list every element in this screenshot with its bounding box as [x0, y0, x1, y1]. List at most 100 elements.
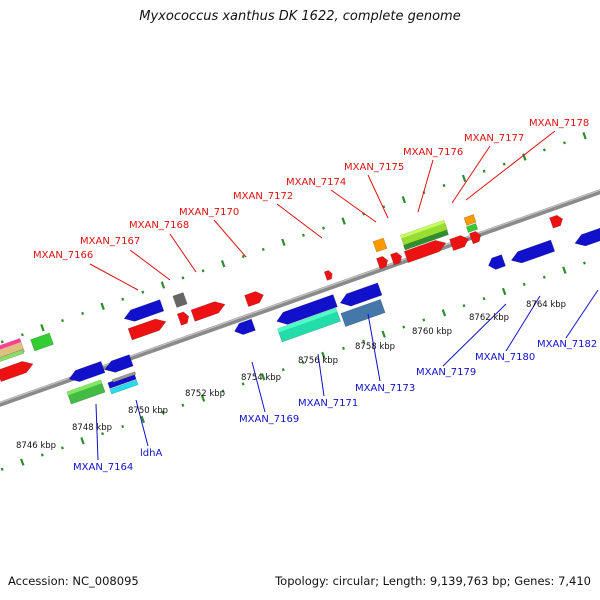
upper-tick [281, 238, 286, 247]
leader-line [135, 399, 149, 447]
upper-tick [40, 324, 45, 332]
accession-text: Accession: NC_008095 [8, 574, 139, 588]
gene-forward [0, 361, 34, 383]
lower-tick [20, 458, 25, 466]
upper-tick [502, 162, 506, 166]
lower-tick [501, 287, 507, 296]
gene-reverse [68, 360, 106, 382]
lower-tick [462, 304, 466, 308]
gene-label-forward: MXAN_7166 [33, 250, 93, 261]
gene-label-reverse: MXAN_7164 [73, 462, 133, 473]
gene-feature-stripe [0, 338, 25, 362]
gene-reverse [276, 294, 338, 325]
leader-line [213, 219, 247, 258]
gene-feature-lime [400, 219, 448, 247]
gene-label-reverse: MXAN_7171 [298, 398, 358, 409]
leader-line [251, 361, 266, 413]
upper-tick [241, 254, 245, 259]
upper-tick [461, 174, 467, 183]
lower-tick [321, 351, 326, 360]
gene-label-forward: MXAN_7174 [286, 177, 346, 188]
gene-reverse [123, 299, 165, 322]
gene-label-reverse: MXAN_7169 [239, 414, 299, 425]
upper-tick [121, 297, 125, 301]
upper-tick [482, 169, 486, 173]
upper-tick [542, 148, 546, 152]
scale-tick-label: 8762 kbp [469, 313, 509, 323]
scale-tick-label: 8754 kbp [241, 373, 281, 383]
gene-forward [469, 230, 482, 245]
lower-tick [121, 424, 125, 429]
leader-line [367, 313, 381, 382]
scale-tick-label: 8756 kbp [298, 356, 338, 366]
lower-tick [200, 394, 206, 402]
leader-line [129, 249, 171, 281]
gene-label-reverse: MXAN_7173 [355, 383, 415, 394]
leader-line [465, 130, 556, 201]
gene-feature-grey [111, 371, 137, 383]
upper-tick [341, 217, 346, 225]
upper-tick [562, 141, 566, 145]
lower-tick [342, 346, 345, 350]
scale-tick-label: 8758 kbp [355, 342, 395, 352]
gene-label-forward: MXAN_7172 [233, 191, 293, 202]
gene-label-forward: MXAN_7178 [529, 118, 589, 129]
gene-label-reverse: MXAN_7180 [475, 352, 535, 363]
leader-line [451, 145, 491, 204]
lower-tick [0, 467, 4, 471]
gene-forward [403, 240, 447, 264]
label-layer: 8746 kbp 8748 kbp 8750 kbp 8752 kbp 8754 kbp… [16, 118, 597, 473]
lower-tick [221, 389, 225, 393]
gene-reverse [104, 354, 134, 373]
gene-feature-darkgreen [403, 229, 449, 251]
lower-tick [161, 410, 165, 414]
lower-tick [281, 368, 285, 372]
leader-line [367, 174, 389, 219]
gene-feature-green [30, 332, 54, 352]
gene-feature-steel [340, 299, 386, 327]
gene-feature-orange [372, 237, 388, 253]
leader-line [565, 289, 599, 339]
gene-layer [0, 214, 600, 405]
lower-tick [522, 282, 526, 286]
lower-tick [422, 318, 426, 322]
lower-tick [80, 437, 85, 445]
upper-tick [322, 226, 326, 230]
gene-reverse [574, 226, 600, 247]
lower-tick [562, 266, 567, 274]
gene-label-reverse: ldhA [140, 448, 162, 459]
lower-tick [40, 453, 44, 457]
upper-tick [261, 247, 265, 252]
leader-line-layer [89, 130, 599, 461]
lower-tick [402, 325, 406, 329]
lower-tick [60, 446, 64, 450]
upper-tick [81, 311, 85, 316]
upper-tick [141, 290, 145, 294]
scale-tick-label: 8746 kbp [16, 441, 56, 451]
gene-feature-green [465, 223, 479, 233]
lower-tick [140, 415, 145, 424]
lower-tick [362, 339, 366, 343]
gene-reverse [488, 254, 506, 270]
gene-reverse [510, 239, 556, 264]
leader-line [505, 295, 541, 352]
gene-reverse [339, 282, 383, 307]
scale-tick-label: 8752 kbp [185, 389, 225, 399]
lower-tick [181, 403, 185, 407]
gene-forward [323, 270, 333, 281]
upper-tick [160, 281, 166, 289]
gene-feature-grey [172, 292, 188, 308]
upper-tick [181, 276, 185, 280]
gene-feature-cyan [277, 307, 341, 343]
gene-forward [390, 251, 403, 266]
upper-tick [61, 318, 64, 323]
leader-line [417, 159, 434, 213]
leader-line [442, 303, 507, 367]
upper-tick [201, 269, 205, 273]
figure-title: Myxococcus xanthus DK 1622, complete gen… [139, 9, 461, 24]
leader-line [95, 403, 99, 461]
gene-forward [449, 235, 469, 252]
gene-forward [244, 291, 264, 308]
gene-feature-green [66, 379, 106, 405]
